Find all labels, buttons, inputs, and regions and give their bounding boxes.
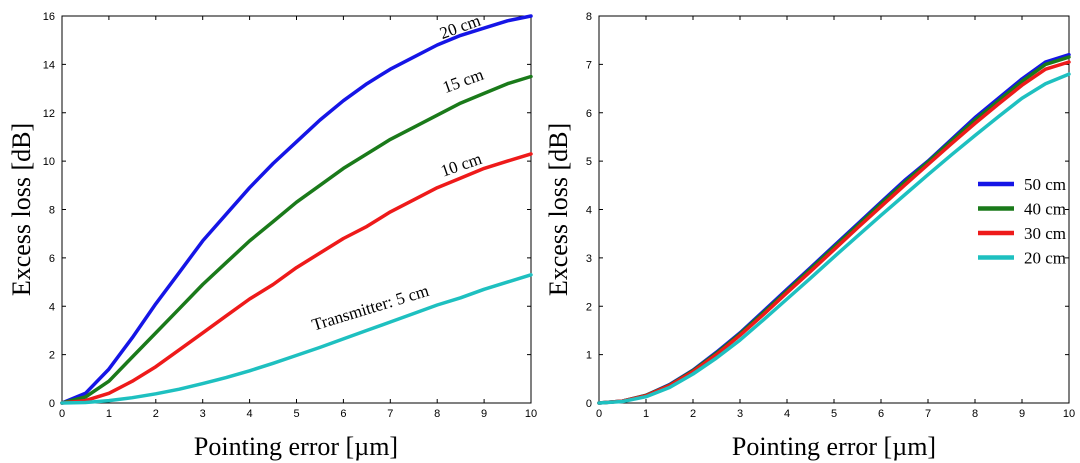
y-tick-label: 2 (49, 350, 55, 362)
y-tick-label: 16 (43, 11, 55, 23)
y-tick-label: 1 (586, 350, 592, 362)
y-tick-label: 10 (43, 156, 55, 168)
y-tick-label: 7 (586, 59, 592, 71)
y-tick-label: 6 (586, 108, 592, 120)
y-axis-title: Excess loss [dB] (7, 123, 36, 296)
legend-label: 20 cm (1024, 249, 1066, 268)
y-tick-label: 12 (43, 108, 55, 120)
legend-label: 50 cm (1024, 175, 1066, 194)
x-tick-label: 4 (784, 408, 790, 420)
y-tick-label: 8 (49, 205, 55, 217)
legend-label: 40 cm (1024, 200, 1066, 219)
y-tick-label: 0 (49, 398, 55, 410)
series-annotation: 10 cm (438, 149, 484, 181)
x-tick-label: 4 (247, 408, 253, 420)
x-tick-label: 5 (293, 408, 299, 420)
x-tick-label: 9 (481, 408, 487, 420)
x-tick-label: 6 (878, 408, 884, 420)
series-line-10-cm (60, 152, 533, 405)
x-tick-label: 10 (525, 408, 537, 420)
series-line-20-cm (60, 14, 533, 405)
y-tick-label: 2 (586, 301, 592, 313)
y-tick-label: 4 (586, 205, 592, 217)
x-tick-label: 9 (1019, 408, 1025, 420)
series-line-30-cm (597, 60, 1071, 405)
x-axis-title: Pointing error [µm] (194, 432, 398, 461)
x-tick-label: 8 (434, 408, 440, 420)
x-tick-label: 0 (596, 408, 602, 420)
x-tick-label: 3 (200, 408, 206, 420)
series-annotation: Transmitter: 5 cm (310, 281, 431, 335)
x-tick-label: 5 (831, 408, 837, 420)
series-line-transmitter-5-cm (60, 273, 533, 405)
y-tick-label: 14 (43, 59, 55, 71)
x-tick-label: 7 (387, 408, 393, 420)
y-tick-label: 8 (586, 11, 592, 23)
series-line-15-cm (60, 74, 533, 405)
x-tick-label: 3 (737, 408, 743, 420)
y-axis-title: Excess loss [dB] (544, 123, 573, 296)
series-annotation: 15 cm (440, 65, 486, 97)
y-tick-label: 4 (49, 301, 55, 313)
x-tick-label: 10 (1063, 408, 1075, 420)
x-tick-label: 6 (340, 408, 346, 420)
y-tick-label: 5 (586, 156, 592, 168)
y-tick-label: 0 (586, 398, 592, 410)
x-axis-title: Pointing error [µm] (732, 432, 936, 461)
x-tick-label: 7 (925, 408, 931, 420)
y-tick-label: 6 (49, 253, 55, 265)
y-tick-label: 3 (586, 253, 592, 265)
series-line-50-cm (597, 52, 1071, 405)
x-tick-label: 2 (153, 408, 159, 420)
legend: 50 cm 40 cm 30 cm 20 cm (978, 175, 1066, 268)
x-tick-label: 0 (59, 408, 65, 420)
x-tick-label: 8 (972, 408, 978, 420)
x-tick-label: 1 (106, 408, 112, 420)
series-line-40-cm (597, 55, 1071, 405)
x-tick-label: 2 (690, 408, 696, 420)
series-line-20-cm (597, 72, 1071, 405)
legend-label: 30 cm (1024, 224, 1066, 243)
chart-right: 0 1 2 3 4 5 6 7 8 9 10 0 1 2 3 4 5 6 7 8 Pointing error [µm]… (544, 11, 1075, 461)
x-tick-label: 1 (643, 408, 649, 420)
